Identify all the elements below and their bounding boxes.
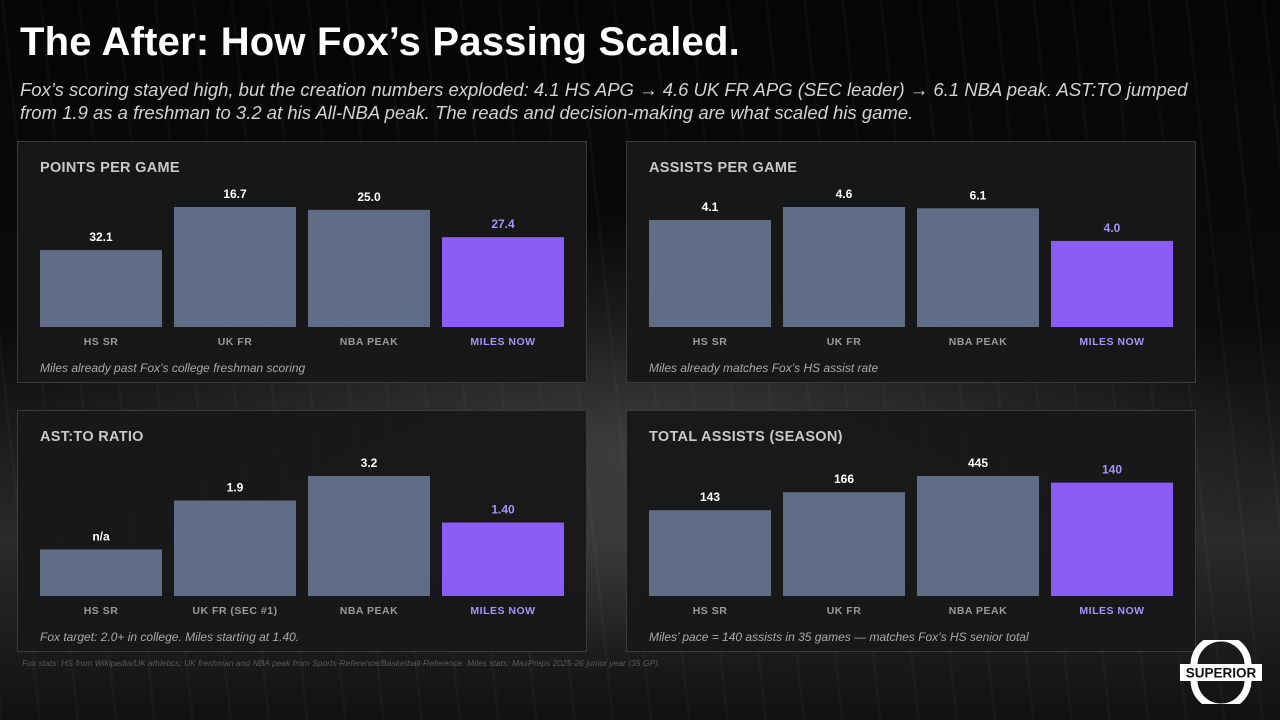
- category-label: MILES NOW: [1079, 336, 1144, 348]
- chart-note: Miles’ pace = 140 assists in 35 games — …: [649, 630, 1029, 644]
- value-label: 1.40: [491, 503, 515, 517]
- bar-nba-peak: [917, 476, 1039, 596]
- value-label: 1.9: [227, 480, 244, 494]
- bar-uk-fr: [174, 207, 296, 327]
- bar-uk-fr: [783, 207, 905, 327]
- chart-title: TOTAL ASSISTS (SEASON): [649, 429, 843, 445]
- chart-note: Miles already past Fox’s college freshma…: [40, 361, 306, 375]
- value-label: 143: [700, 490, 720, 504]
- value-label: 6.1: [970, 188, 987, 202]
- value-label: 445: [968, 456, 988, 470]
- value-label: 4.0: [1104, 221, 1121, 235]
- category-label: UK FR: [218, 336, 253, 348]
- category-label: NBA PEAK: [340, 605, 398, 617]
- value-label: 4.6: [836, 187, 853, 201]
- assists-per-game-chart: 4.1 HS SR 4.6 UK FR 6.1 NBA PEAK 4.0 MILES NOW: [649, 187, 1173, 348]
- category-label: NBA PEAK: [340, 336, 398, 348]
- category-label: MILES NOW: [470, 605, 535, 617]
- bar-miles-now: [442, 237, 564, 327]
- page-subtitle: Fox’s scoring stayed high, but the creat…: [20, 79, 1188, 123]
- category-label: MILES NOW: [470, 336, 535, 348]
- value-label: 166: [834, 472, 854, 486]
- bar-uk-fr-sec-1: [174, 500, 296, 596]
- chart-title: ASSISTS PER GAME: [649, 160, 798, 176]
- chart-note: Miles already matches Fox’s HS assist ra…: [649, 361, 879, 375]
- logo-arc-bottom: [1190, 679, 1252, 704]
- category-label: UK FR (SEC #1): [192, 605, 277, 617]
- category-label: UK FR: [827, 605, 862, 617]
- category-label: HS SR: [84, 336, 119, 348]
- points-per-game-chart: 32.1 HS SR 16.7 UK FR 25.0 NBA PEAK 27.4 MILES …: [40, 187, 564, 348]
- source-footnote: Fox stats: HS from Wikipedia/UK athletic…: [22, 658, 661, 668]
- bar-nba-peak: [308, 476, 430, 596]
- value-label: 4.1: [702, 200, 719, 214]
- category-label: HS SR: [84, 605, 119, 617]
- category-label: HS SR: [693, 336, 728, 348]
- bar-hs-sr: [40, 549, 162, 596]
- value-label: 16.7: [223, 187, 247, 201]
- category-label: MILES NOW: [1079, 605, 1144, 617]
- value-label: 3.2: [361, 456, 378, 470]
- bar-miles-now: [1051, 240, 1173, 327]
- bar-hs-sr: [40, 250, 162, 327]
- chart-title: POINTS PER GAME: [40, 160, 180, 176]
- value-label: n/a: [92, 529, 110, 543]
- bar-miles-now: [442, 522, 564, 596]
- bar-nba-peak: [917, 208, 1039, 327]
- bar-miles-now: [1051, 482, 1173, 596]
- bar-uk-fr: [783, 492, 905, 596]
- value-label: 27.4: [491, 217, 515, 231]
- value-label: 25.0: [357, 190, 381, 204]
- page-title: The After: How Fox’s Passing Scaled.: [20, 20, 740, 64]
- chart-panel-assists-per-game: ASSISTS PER GAME 4.1 HS SR 4.6 UK FR 6.1 NBA …: [626, 141, 1196, 383]
- category-label: NBA PEAK: [949, 605, 1007, 617]
- value-label: 32.1: [89, 230, 113, 244]
- category-label: HS SR: [693, 605, 728, 617]
- bar-hs-sr: [649, 510, 771, 596]
- logo-text: SUPERIOR: [1186, 666, 1257, 681]
- superior-logo: SUPERIOR: [1180, 640, 1262, 704]
- logo-arc-top: [1190, 640, 1252, 666]
- logo-band: [1180, 664, 1262, 681]
- category-label: UK FR: [827, 336, 862, 348]
- ast-to-ratio-chart: n/a HS SR 1.9 UK FR (SEC #1) 3.2 NBA PEAK 1.40…: [40, 456, 564, 617]
- chart-title: AST:TO RATIO: [40, 429, 144, 445]
- chart-panel-total-assists: TOTAL ASSISTS (SEASON) 143 HS SR 166 UK FR 4…: [626, 410, 1196, 652]
- chart-note: Fox target: 2.0+ in college. Miles start…: [40, 630, 300, 644]
- value-label: 140: [1102, 463, 1122, 477]
- total-assists-chart: 143 HS SR 166 UK FR 445 NBA PEAK 140 MILES NOW: [649, 456, 1173, 617]
- bar-hs-sr: [649, 220, 771, 327]
- chart-panel-ast-to-ratio: AST:TO RATIO n/a HS SR 1.9 UK FR (SEC #1) 3.…: [17, 410, 587, 652]
- bar-nba-peak: [308, 209, 430, 327]
- chart-panel-points-per-game: POINTS PER GAME 32.1 HS SR 16.7 UK FR 25.0 NB…: [17, 141, 587, 383]
- category-label: NBA PEAK: [949, 336, 1007, 348]
